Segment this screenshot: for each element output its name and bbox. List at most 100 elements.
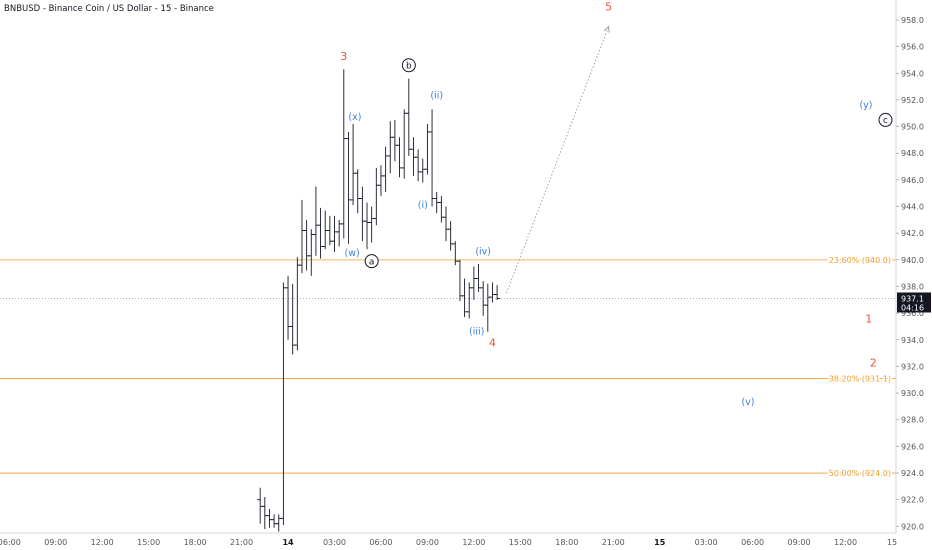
time-axis-background <box>0 533 932 550</box>
ohlc-bar <box>275 514 282 532</box>
ohlc-bar <box>494 285 501 300</box>
chart-title: BNBUSD - Binance Coin / US Dollar - 15 -… <box>4 4 214 14</box>
price-tick-label: 926.0 <box>901 442 924 451</box>
ohlc-bar <box>359 186 366 242</box>
wave-label-circle <box>878 112 893 127</box>
ohlc-bar <box>368 206 375 243</box>
price-tick-label: 946.0 <box>901 176 924 185</box>
time-tick-label: 14 <box>282 538 294 547</box>
wave-label-text: a <box>369 257 375 267</box>
time-tick-label: 03:00 <box>323 538 346 547</box>
wave-label-circled: c <box>878 112 893 127</box>
ohlc-bar <box>470 266 477 300</box>
wave-label: 5 <box>605 1 612 14</box>
ohlc-bar <box>280 282 287 526</box>
ohlc-bar <box>285 275 292 340</box>
ohlc-bar <box>331 215 338 252</box>
ohlc-bar <box>354 169 361 214</box>
ohlc-bar <box>298 199 305 274</box>
ohlc-bar <box>443 206 449 242</box>
price-tick-label: 958.0 <box>901 16 924 25</box>
ohlc-bar <box>456 259 463 302</box>
time-tick-label: 06:00 <box>741 538 764 547</box>
price-tick-label: 936.0 <box>901 309 924 318</box>
price-tick-label: 942.0 <box>901 229 924 238</box>
wave-label-circle <box>364 254 379 269</box>
ohlc-bar <box>303 219 310 271</box>
wave-label-circled: a <box>364 254 379 269</box>
price-tick-label: 930.0 <box>901 389 924 398</box>
time-tick-label: 12:00 <box>834 538 857 547</box>
ohlc-bar <box>415 149 422 182</box>
current-price-tag-bg <box>897 292 931 313</box>
time-tick-label: 09:00 <box>44 538 67 547</box>
ohlc-bar <box>461 278 468 318</box>
ohlc-bar <box>308 229 315 276</box>
ohlc-bar <box>271 514 278 528</box>
time-tick-label: 15 <box>887 538 897 547</box>
fib-retracement-levels: 23.60% (940.0) 38.20% (931.1) 50.00% (924.… <box>0 254 896 480</box>
ohlc-bar <box>317 207 324 259</box>
wave-label-text: c <box>883 116 888 126</box>
ohlc-bar <box>350 123 357 206</box>
elliott-wave-labels: 3 5 4 1 2 b a c (x) (ii) (i) (w) (iv) (iii) (y) (v) <box>340 1 893 408</box>
ohlc-bar <box>429 109 436 207</box>
wave-label: 4 <box>489 336 496 349</box>
ohlc-bar <box>419 158 426 183</box>
ohlc-bar <box>373 167 380 226</box>
wave-label: (y) <box>859 100 872 111</box>
time-tick-label: 12:00 <box>462 538 485 547</box>
price-tick-label: 954.0 <box>901 69 924 78</box>
ohlc-bar <box>312 186 319 256</box>
price-tick-label: 950.0 <box>901 123 924 132</box>
time-tick-label: 15:00 <box>509 538 532 547</box>
price-tick-label: 940.0 <box>901 256 924 265</box>
ohlc-bar <box>364 202 371 250</box>
fib-level-label: 38.20% (931.1) <box>829 374 891 383</box>
ohlc-bar <box>345 131 352 244</box>
price-tick-label: 934.0 <box>901 336 924 345</box>
wave-label: 2 <box>870 356 877 369</box>
price-tick-label: 924.0 <box>901 469 924 478</box>
price-axis-background <box>896 0 932 550</box>
wave-label: (i) <box>418 200 428 211</box>
time-tick-label: 06:00 <box>369 538 392 547</box>
projection-arrow <box>505 25 610 294</box>
time-tick-label: 12:00 <box>91 538 114 547</box>
price-tick-label: 920.0 <box>901 522 924 531</box>
current-price-value: 937.1 <box>901 294 924 303</box>
ohlc-bar <box>387 121 394 174</box>
time-tick-label: 21:00 <box>230 538 253 547</box>
price-axis[interactable]: 920.0 922.0 924.0 926.0 928.0 930.0 932.0 934.0… <box>895 0 932 550</box>
ohlc-bar <box>489 282 496 303</box>
ohlc-bar <box>396 137 403 178</box>
fib-level-label: 50.00% (924.0) <box>829 469 891 478</box>
wave-label: (iii) <box>469 326 484 337</box>
time-axis[interactable]: 06:00 09:00 12:00 15:00 18:00 21:00 14 03:00 06:… <box>0 532 932 550</box>
ohlc-bar <box>266 509 273 528</box>
wave-label-circle <box>401 58 416 73</box>
ohlc-bar <box>447 221 454 251</box>
ohlc-bar <box>391 119 398 162</box>
ohlc-bar <box>377 165 384 196</box>
ohlc-bar <box>484 283 491 332</box>
ohlc-bar <box>261 497 268 530</box>
wave-label: (v) <box>741 397 754 408</box>
ohlc-bar <box>438 195 445 223</box>
time-tick-label: 15 <box>654 538 666 547</box>
ohlc-bar <box>410 137 417 176</box>
price-tick-label: 952.0 <box>901 96 924 105</box>
wave-label: (x) <box>348 112 361 123</box>
price-tick-label: 938.0 <box>901 282 924 291</box>
bar-countdown: 04:16 <box>901 303 924 312</box>
current-price-tag: 937.104:16 <box>897 292 931 313</box>
price-tick-label: 928.0 <box>901 416 924 425</box>
time-tick-label: 06:00 <box>0 538 21 547</box>
ohlc-bar <box>294 257 301 351</box>
time-tick-label: 18:00 <box>555 538 578 547</box>
ohlc-bar <box>257 487 264 524</box>
ohlc-bar <box>401 109 408 179</box>
time-tick-label: 09:00 <box>788 538 811 547</box>
price-tick-label: 948.0 <box>901 149 924 158</box>
